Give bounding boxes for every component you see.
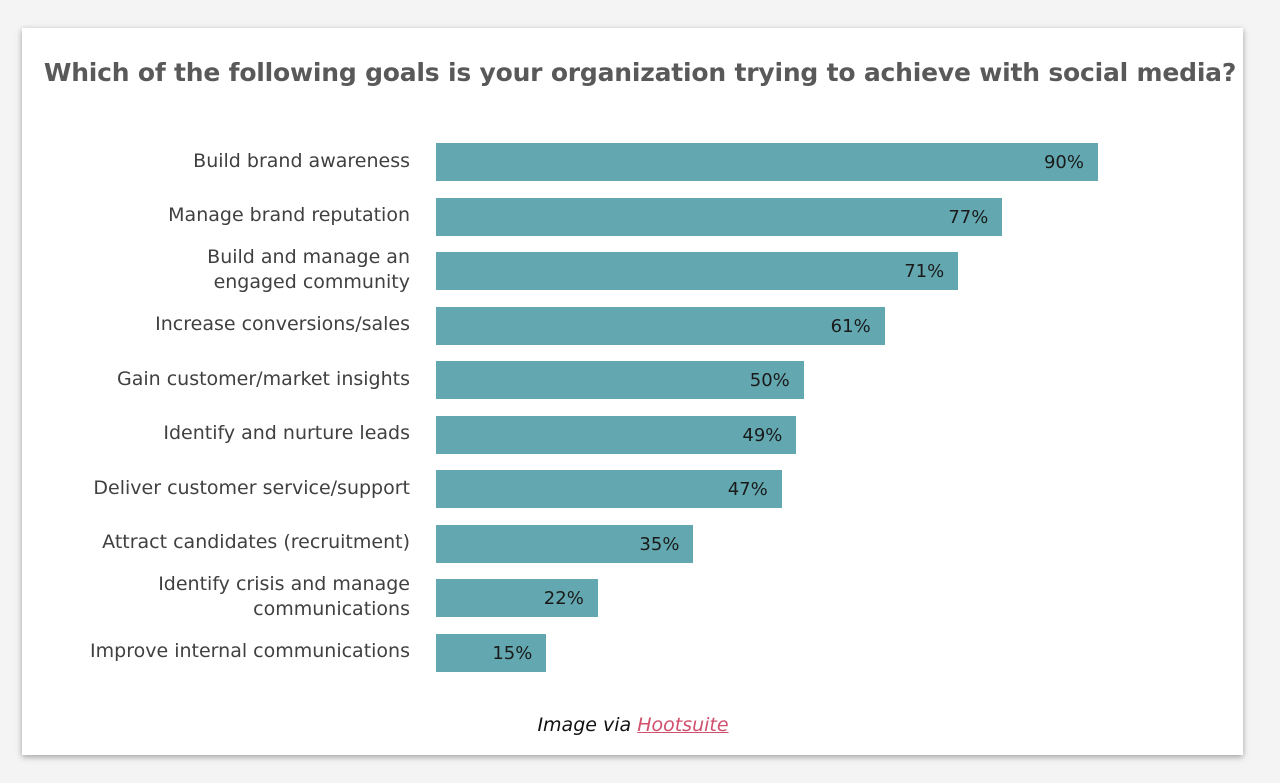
bar — [436, 361, 804, 399]
category-label: Increase conversions/sales — [155, 313, 410, 335]
value-label: 61% — [830, 315, 871, 337]
chart-title: Which of the following goals is your org… — [43, 58, 1237, 87]
value-label: 77% — [948, 206, 989, 228]
category-label: Identify crisis and manage communication… — [158, 573, 410, 620]
value-label: 47% — [727, 479, 768, 500]
bar — [436, 197, 1003, 236]
category-label: Gain customer/market insights — [116, 367, 410, 390]
bar — [436, 579, 598, 617]
value-label: 22% — [543, 588, 584, 609]
category-label: Deliver customer service/support — [93, 476, 410, 499]
category-label: Build and manage an engaged community — [207, 246, 410, 293]
bar — [436, 415, 797, 454]
caption-prefix: Image via — [537, 714, 638, 736]
bar — [436, 470, 782, 508]
bar — [436, 524, 694, 563]
bar — [436, 143, 1098, 181]
value-label: 71% — [904, 261, 945, 282]
value-label: 50% — [749, 370, 790, 391]
image-caption: Image via Hootsuite — [0, 714, 1266, 736]
category-label: Attract candidates (recruitment) — [102, 531, 410, 553]
category-label: Identify and nurture leads — [163, 422, 410, 444]
value-label: 15% — [492, 642, 533, 664]
hootsuite-link[interactable]: Hootsuite — [637, 714, 729, 736]
category-label: Improve internal communications — [90, 640, 410, 662]
value-label: 49% — [742, 424, 783, 446]
category-label: Manage brand reputation — [168, 204, 410, 226]
bar — [436, 252, 959, 290]
value-label: 90% — [1043, 152, 1084, 173]
bar — [436, 306, 885, 345]
value-label: 35% — [639, 533, 680, 555]
category-label: Build brand awareness — [193, 149, 410, 172]
bar — [436, 633, 547, 672]
